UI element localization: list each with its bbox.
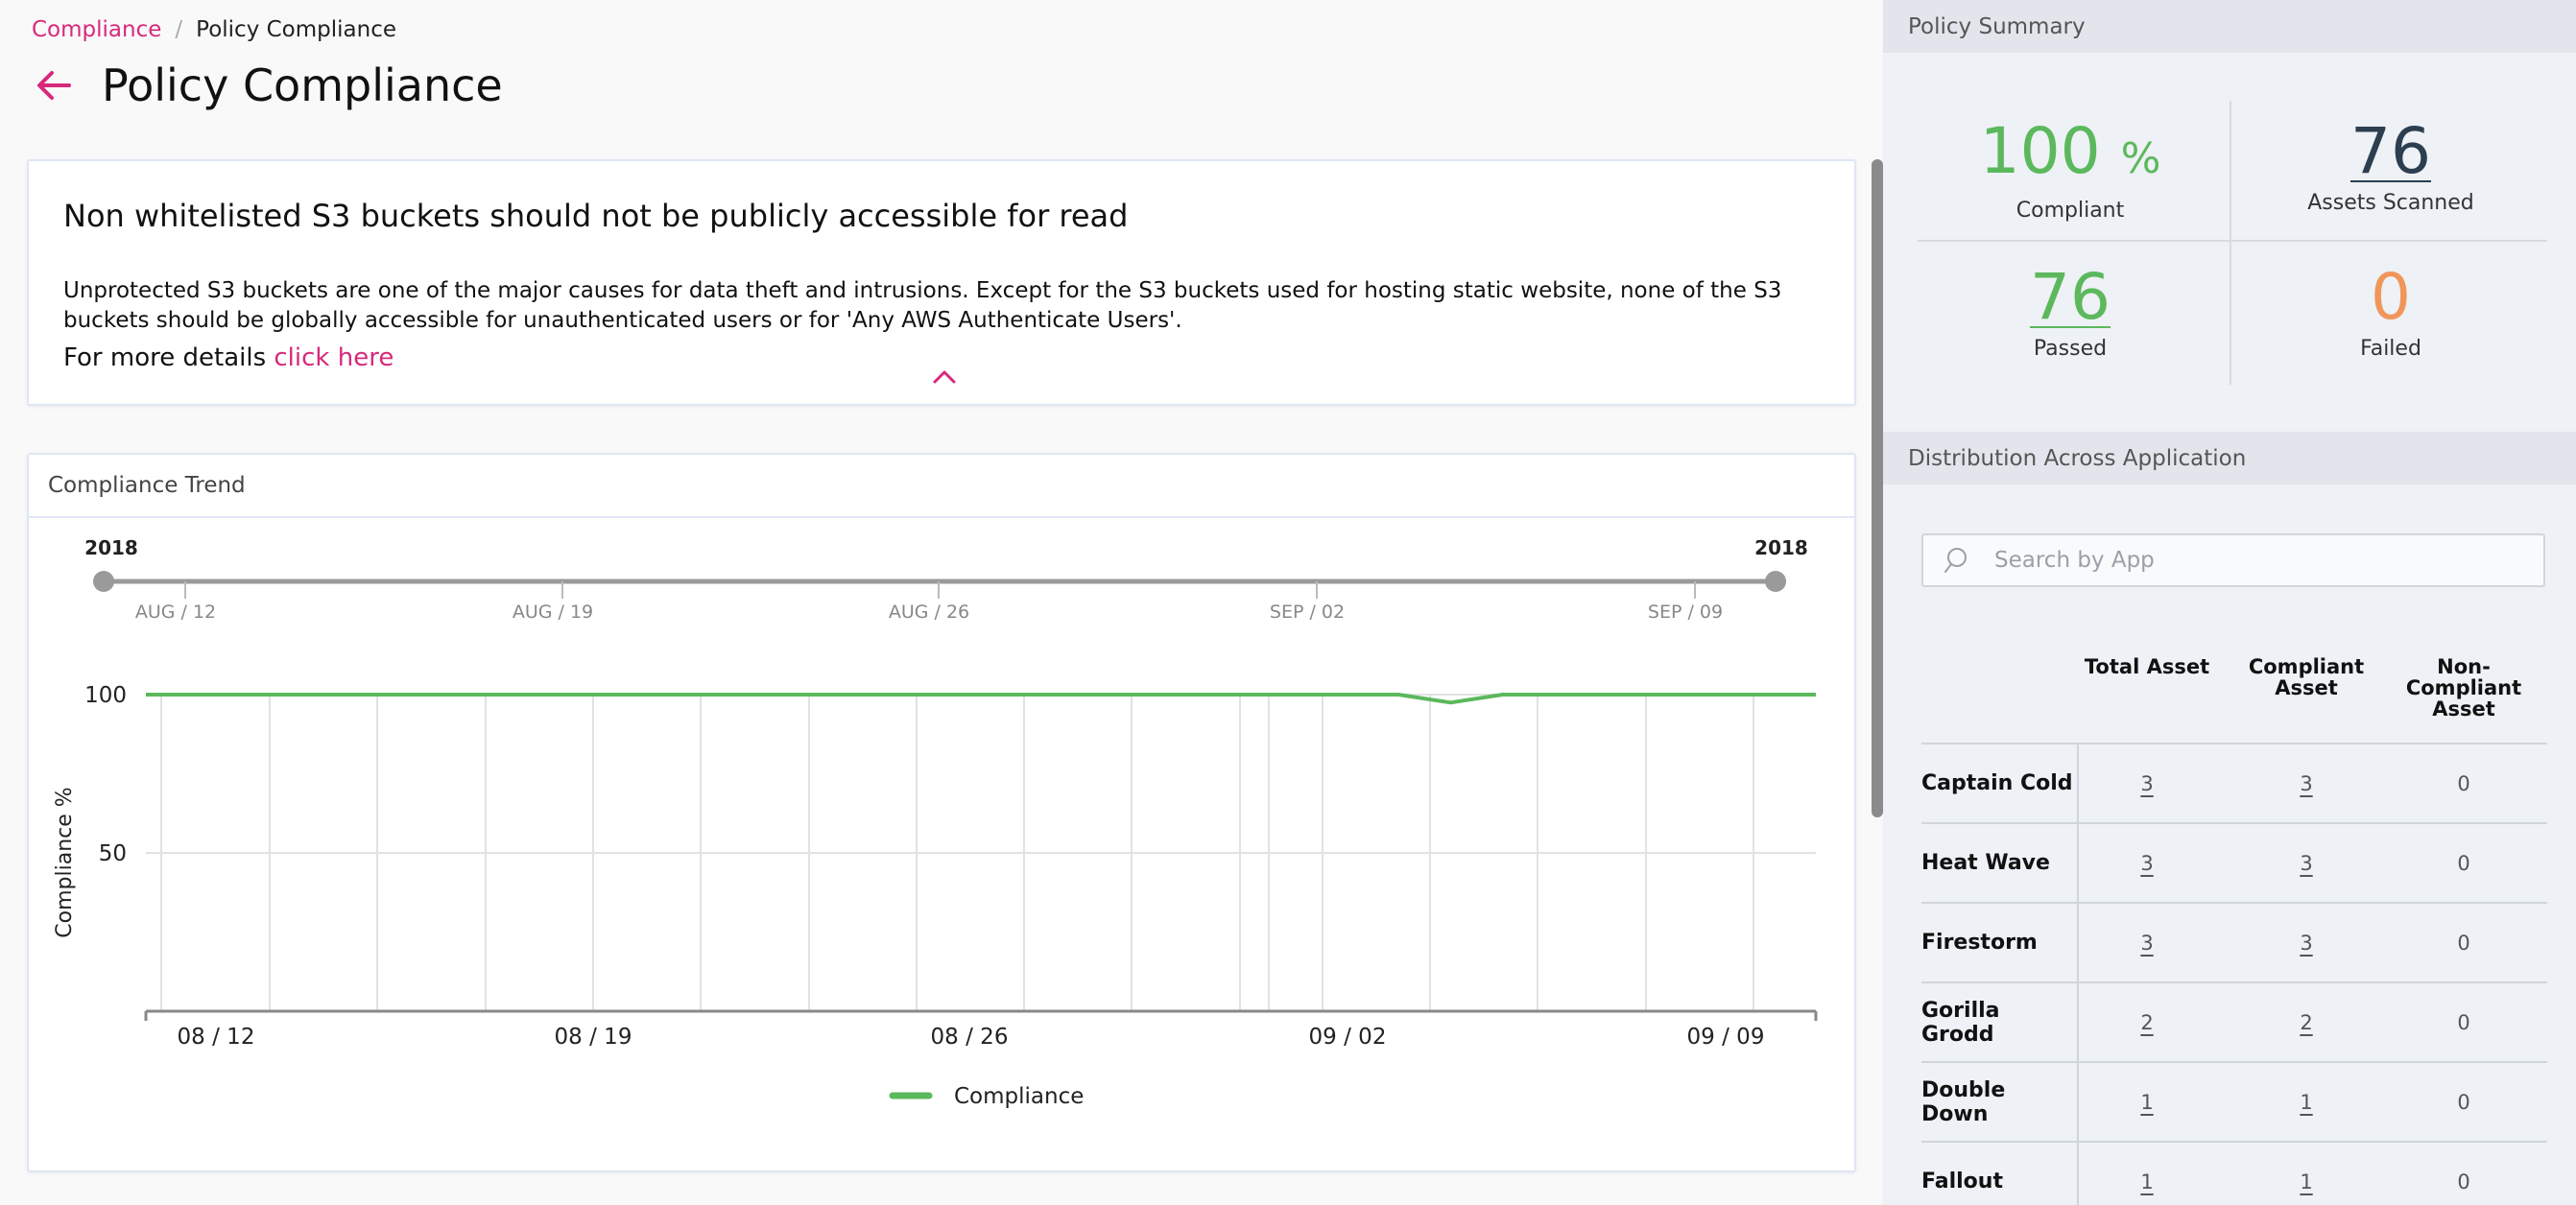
compliant-asset-header: Compliant Asset <box>2248 655 2365 699</box>
x-tick-label: 08 / 19 <box>555 1025 632 1050</box>
compliance-trend-card: Compliance Trend 2018 2018 AUG / 12 AUG / 1… <box>27 453 1856 1172</box>
total-asset-header: Total Asset <box>2084 655 2210 678</box>
app-search-input[interactable] <box>1994 548 2532 573</box>
app-search-box[interactable] <box>1921 533 2545 587</box>
table-row: Heat Wave 3 3 0 <box>1921 824 2547 904</box>
breadcrumb-compliance-link[interactable]: Compliance <box>32 17 162 42</box>
slider-start-year: 2018 <box>84 536 138 559</box>
table-row: Gorilla Grodd 2 2 0 <box>1921 983 2547 1063</box>
total-asset-link[interactable]: 2 <box>2140 1010 2154 1034</box>
policy-summary: 100 % Compliant 76 Assets Scanned 76 Pas… <box>1883 53 2576 432</box>
slider-tick-label: AUG / 19 <box>513 602 593 623</box>
y-axis-label: Compliance % <box>53 787 77 937</box>
assets-scanned-metric: 76 Assets Scanned <box>2232 114 2549 216</box>
total-asset-link[interactable]: 1 <box>2140 1170 2154 1193</box>
compliant-value: 100 % <box>1979 114 2161 188</box>
app-name: Heat Wave <box>1921 824 2079 902</box>
breadcrumb-separator: / <box>175 17 183 42</box>
total-asset-link[interactable]: 3 <box>2140 851 2154 875</box>
slider-tick-label: AUG / 26 <box>889 602 969 623</box>
compliant-label: Compliant <box>2015 199 2125 223</box>
slider-tick-label: SEP / 09 <box>1648 602 1723 623</box>
total-asset-link[interactable]: 3 <box>2140 771 2154 795</box>
compliant-asset-link[interactable]: 3 <box>2300 931 2313 955</box>
policy-name: Non whitelisted S3 buckets should not be… <box>63 198 1129 234</box>
compliance-trend-header: Compliance Trend <box>29 455 1854 518</box>
non-compliant-asset-value: 0 <box>2457 1090 2470 1114</box>
title-row: Policy Compliance <box>35 59 503 111</box>
compliant-asset-link[interactable]: 3 <box>2300 851 2313 875</box>
policy-details-card: Non whitelisted S3 buckets should not be… <box>27 159 1856 406</box>
assets-scanned-value[interactable]: 76 <box>2350 114 2431 188</box>
vertical-scrollbar[interactable] <box>1872 159 1883 817</box>
distribution-header: Distribution Across Application <box>1883 432 2576 484</box>
breadcrumb: Compliance / Policy Compliance <box>32 17 396 42</box>
legend-label: Compliance <box>954 1084 1084 1109</box>
sidebar: Policy Summary 100 % Compliant 76 Assets… <box>1883 0 2576 1205</box>
app-name: Fallout <box>1921 1143 2079 1205</box>
table-body: Captain Cold 3 3 0 Heat Wave 3 3 0 Firestorm 3 3 0 G… <box>1921 744 2547 1205</box>
app-name: Gorilla Grodd <box>1921 983 2079 1061</box>
passed-value[interactable]: 76 <box>2030 260 2111 334</box>
search-icon <box>1944 548 1967 573</box>
y-tick-label: 100 <box>84 683 127 708</box>
non-compliant-asset-header: Non- Compliant Asset <box>2405 655 2522 721</box>
app-name: Double Down <box>1921 1063 2079 1141</box>
table-row: Double Down 1 1 0 <box>1921 1063 2547 1143</box>
failed-value: 0 <box>2371 260 2411 334</box>
compliant-asset-link[interactable]: 1 <box>2300 1090 2313 1114</box>
slider-end-year: 2018 <box>1754 536 1808 559</box>
non-compliant-asset-value: 0 <box>2457 851 2470 875</box>
slider-tick-label: SEP / 02 <box>1270 602 1345 623</box>
compliant-asset-link[interactable]: 1 <box>2300 1170 2313 1193</box>
passed-metric: 76 Passed <box>1912 260 2229 362</box>
breadcrumb-current: Policy Compliance <box>196 17 396 42</box>
table-row: Firestorm 3 3 0 <box>1921 904 2547 983</box>
app-name: Firestorm <box>1921 904 2079 981</box>
non-compliant-asset-value: 0 <box>2457 771 2470 795</box>
total-asset-link[interactable]: 3 <box>2140 931 2154 955</box>
compliance-series-line <box>146 693 1816 705</box>
total-asset-link[interactable]: 1 <box>2140 1090 2154 1114</box>
summary-divider-vertical <box>2230 101 2231 385</box>
details-line: For more details click here <box>63 343 394 372</box>
x-tick-label: 09 / 09 <box>1687 1025 1765 1050</box>
slider-end-handle[interactable] <box>1765 571 1786 592</box>
slider-tick-label: AUG / 12 <box>135 602 216 623</box>
app-name: Captain Cold <box>1921 744 2079 822</box>
main-content: Compliance / Policy Compliance Policy Co… <box>27 17 1883 1172</box>
application-table: Total Asset Compliant Asset Non- Complia… <box>1921 652 2547 1205</box>
policy-description: Unprotected S3 buckets are one of the ma… <box>63 278 1782 333</box>
policy-summary-header: Policy Summary <box>1883 0 2576 53</box>
x-tick-label: 08 / 12 <box>178 1025 255 1050</box>
table-header-row: Total Asset Compliant Asset Non- Complia… <box>1921 652 2547 744</box>
click-here-link[interactable]: click here <box>274 343 394 372</box>
assets-scanned-label: Assets Scanned <box>2307 191 2474 215</box>
chevron-up-icon[interactable] <box>931 366 958 388</box>
table-row: Captain Cold 3 3 0 <box>1921 744 2547 824</box>
non-compliant-asset-value: 0 <box>2457 1010 2470 1034</box>
page-title: Policy Compliance <box>102 59 503 111</box>
details-prefix: For more details <box>63 343 267 372</box>
failed-label: Failed <box>2360 337 2421 361</box>
non-compliant-asset-value: 0 <box>2457 931 2470 955</box>
failed-metric: 0 Failed <box>2232 260 2549 362</box>
x-tick-label: 09 / 02 <box>1309 1025 1387 1050</box>
non-compliant-asset-value: 0 <box>2457 1170 2470 1193</box>
y-tick-label: 50 <box>99 841 127 866</box>
x-tick-label: 08 / 26 <box>931 1025 1009 1050</box>
compliant-asset-link[interactable]: 2 <box>2300 1010 2313 1034</box>
compliance-trend-chart: 2018 2018 AUG / 12 AUG / 19 AUG / 26 SEP / 02… <box>53 536 1818 1109</box>
passed-label: Passed <box>2033 337 2108 361</box>
compliant-metric: 100 % Compliant <box>1912 114 2229 224</box>
slider-start-handle[interactable] <box>93 571 114 592</box>
compliant-asset-link[interactable]: 3 <box>2300 771 2313 795</box>
table-row: Fallout 1 1 0 <box>1921 1143 2547 1205</box>
back-arrow-icon[interactable] <box>35 66 73 105</box>
summary-divider-horizontal <box>1918 240 2547 242</box>
